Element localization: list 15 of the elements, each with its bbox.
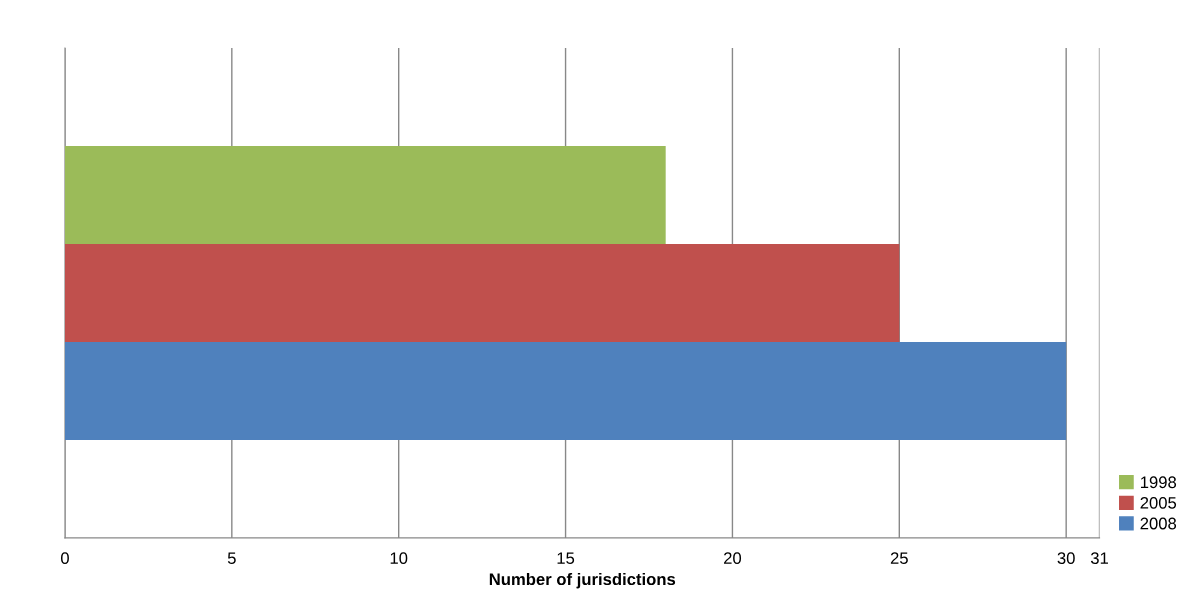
legend-label: 1998 [1140, 476, 1177, 489]
x-tick-label: 30 [1057, 552, 1075, 565]
x-tick-label: 20 [724, 552, 742, 565]
bar [64, 146, 666, 245]
x-tick-label: 15 [557, 552, 575, 565]
bar [64, 244, 900, 342]
x-tick-label: 10 [390, 552, 408, 565]
legend-label: 2008 [1140, 517, 1177, 530]
x-tick-label: 5 [227, 552, 236, 565]
legend-label: 2005 [1140, 496, 1177, 509]
x-axis-title: Number of jurisdictions [489, 572, 676, 589]
x-tick-label: 0 [60, 552, 69, 565]
x-tick-label: 31 [1090, 552, 1108, 565]
bar [64, 341, 1067, 440]
x-tick-label: 25 [890, 552, 908, 565]
